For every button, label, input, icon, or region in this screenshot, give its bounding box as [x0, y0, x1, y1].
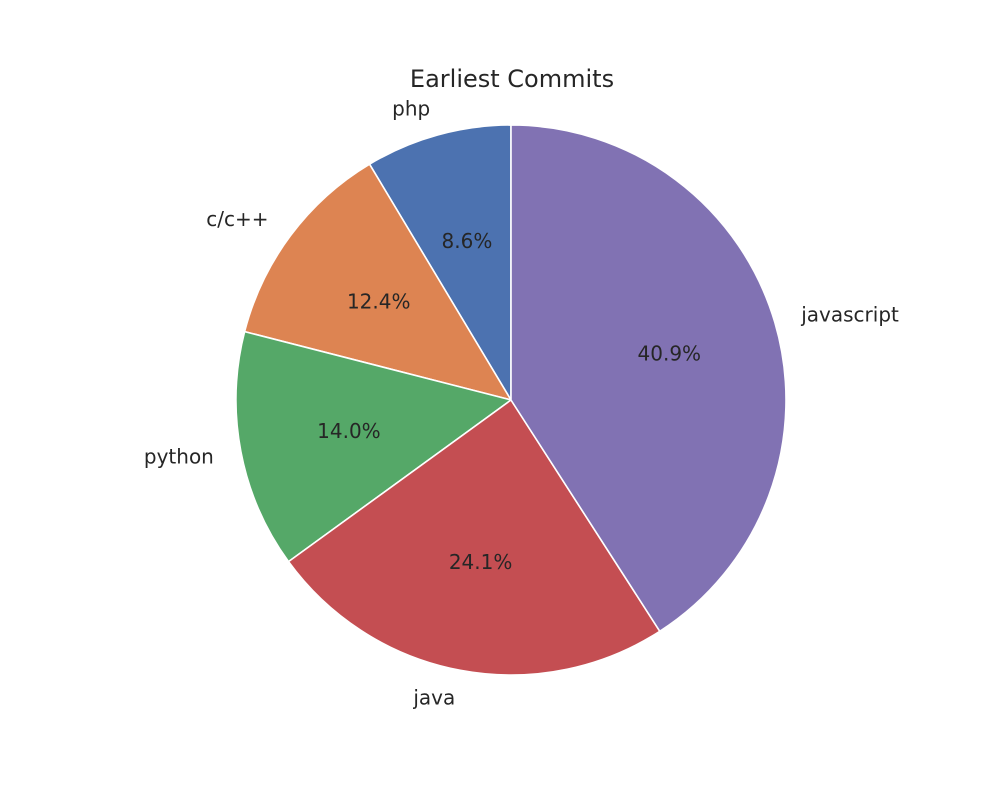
- chart-title: Earliest Commits: [410, 65, 614, 93]
- category-label: javascript: [800, 303, 899, 327]
- pie-labels: 8.6% php 12.4% c/c++ 14.0% python 24.1% java 40.…: [144, 96, 899, 709]
- percent-label: 14.0%: [317, 419, 381, 443]
- category-label: python: [144, 445, 214, 469]
- percent-label: 12.4%: [347, 289, 411, 313]
- category-label: c/c++: [206, 207, 268, 231]
- pie-slice-c-c: [243, 163, 512, 401]
- pie-slice-java: [287, 399, 661, 676]
- pie-slice-python: [235, 330, 512, 563]
- pie-slice-javascript: [510, 124, 787, 633]
- percent-label: 40.9%: [638, 341, 702, 365]
- category-label: java: [412, 685, 455, 709]
- pie-slices: [235, 124, 787, 676]
- pie-slice-php: [368, 124, 512, 401]
- percent-label: 24.1%: [449, 550, 513, 574]
- percent-label: 8.6%: [442, 229, 493, 253]
- category-label: php: [392, 96, 430, 120]
